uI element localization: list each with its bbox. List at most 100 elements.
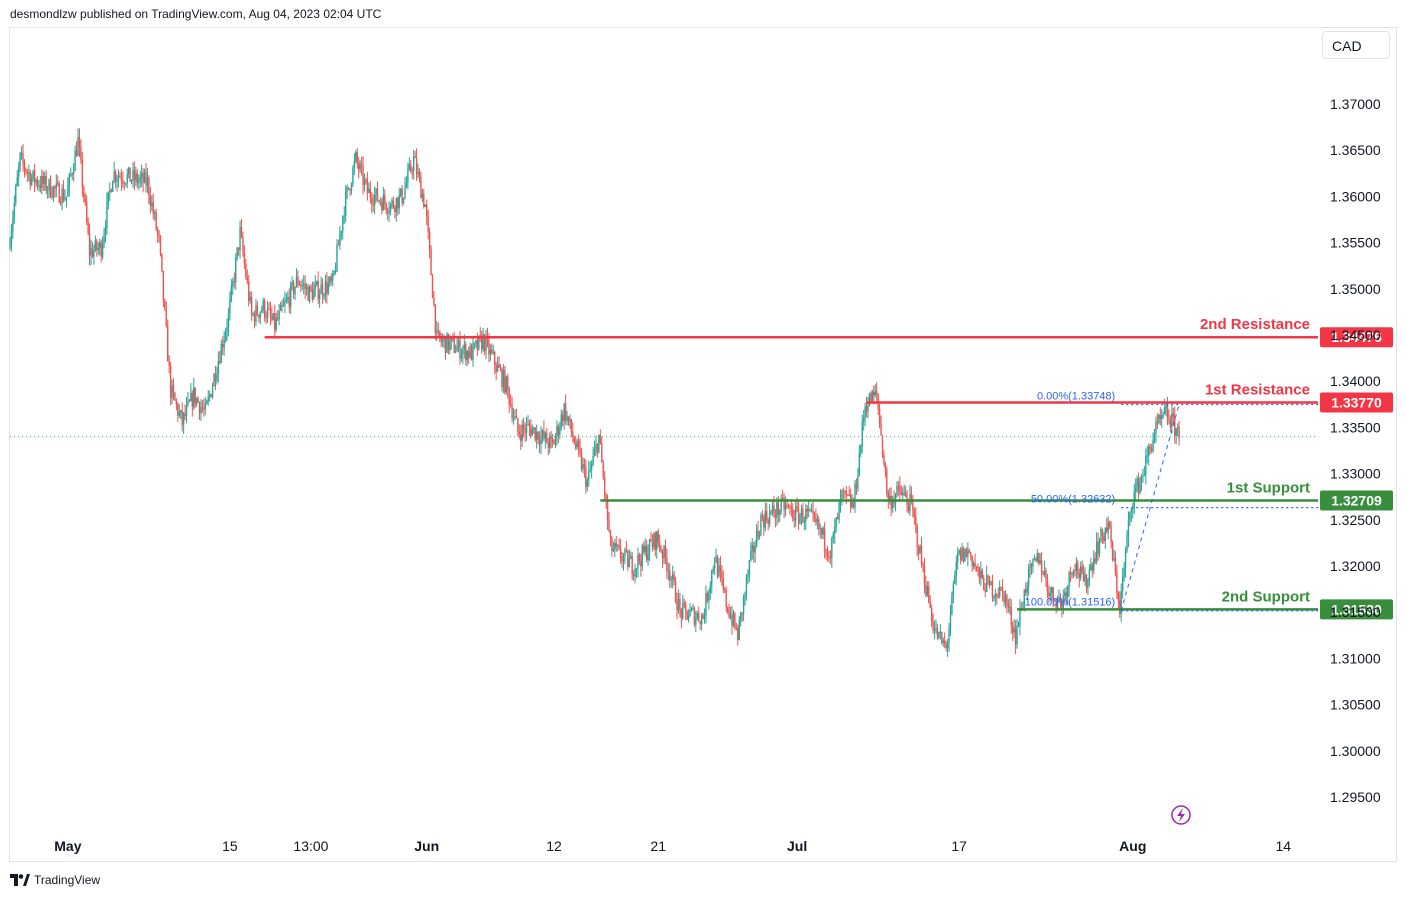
candle-body [573,437,575,444]
candle-body [498,364,500,368]
candle-body [1081,566,1083,572]
candle-body [22,153,24,163]
candle-body [252,313,254,315]
candle-body [1026,586,1028,593]
candle-body [1013,628,1015,633]
candle-body [528,423,531,427]
candle-body [645,546,648,560]
currency-button[interactable]: CAD [1322,31,1390,59]
candle-body [240,227,243,237]
candle-body [32,170,34,178]
candle-body [894,494,897,504]
candle-body [509,404,512,406]
candle-body [904,492,907,497]
candle-body [560,414,562,428]
candle-body [143,172,146,183]
candle-body [550,436,552,439]
candle-body [896,486,898,495]
candle-body [156,228,159,234]
candle-body [358,162,360,170]
candle-body [835,517,837,527]
candle-body [282,304,285,307]
candle-body [434,304,437,333]
candle-body [153,212,156,214]
candle-body [768,511,771,524]
publisher-header: desmondlzw published on TradingView.com,… [10,7,382,21]
candle-body [200,407,202,414]
candle-body [738,620,740,641]
candle-body [792,508,794,519]
fib-level-label: 50.00%(1.32632) [1031,494,1115,506]
candle-body [331,274,334,281]
candle-body [353,160,356,168]
lightning-icon[interactable] [1171,805,1191,825]
candle-body [852,501,855,508]
candle-body [965,548,968,557]
candle-body [139,177,141,181]
candle-body [1116,572,1118,593]
candle-body [686,610,688,620]
candle-body [116,179,118,182]
candle-body [679,598,681,610]
candle-body [718,565,720,577]
candle-body [1029,564,1031,568]
candle-body [744,593,746,597]
candle-body [249,297,251,301]
candle-body [248,281,250,301]
candle-body [790,507,793,509]
candle-body [207,396,209,402]
candle-body [259,312,262,318]
candle-body [373,195,376,206]
fibonacci-layer: 0.00%(1.33748) 50.00%(1.32632) 100.00%(1.3… [1025,390,1318,612]
candle-body [903,492,905,494]
candle-body [1066,586,1069,598]
candle-body [1123,567,1125,578]
candle-body [41,175,43,188]
candle-body [1064,592,1066,596]
candle-body [1124,551,1127,568]
candle-body [569,419,571,422]
candle-body [981,570,984,578]
candle-body [418,171,421,178]
candle-body [988,577,991,586]
candle-body [146,177,149,186]
footer-brand[interactable]: TradingView [10,873,100,887]
candle-body [884,464,887,470]
candle-body [851,501,853,508]
candle-body [860,445,862,453]
candle-body [1007,604,1010,608]
candle-body [145,172,147,186]
candle-body [844,490,846,492]
candle-body [874,391,876,396]
candle-body [44,175,46,184]
candle-body [1163,407,1166,415]
candle-body [858,452,861,476]
candle-body [308,286,311,301]
candle-body [187,400,189,405]
candle-body [476,340,479,350]
candle-body [449,341,451,351]
candle-body [1168,418,1170,422]
candle-body [440,338,442,342]
candle-body [991,581,994,598]
candle-body [525,424,528,433]
candle-body [913,510,916,517]
candle-body [385,203,387,211]
candle-body [619,547,622,559]
candle-body [12,217,14,232]
candle-body [757,530,759,538]
candle-body [366,179,369,193]
time-tick-label: 14 [1275,838,1291,854]
candle-body [70,174,72,176]
candle-body [692,608,694,610]
candle-body [521,424,523,441]
candle-body [127,167,130,175]
candle-body [404,186,406,198]
candle-body [687,616,690,620]
candle-body [1027,567,1030,587]
candle-body [1058,597,1060,599]
candle-body [414,156,416,159]
candle-body [52,186,55,198]
candle-body [1035,559,1037,561]
